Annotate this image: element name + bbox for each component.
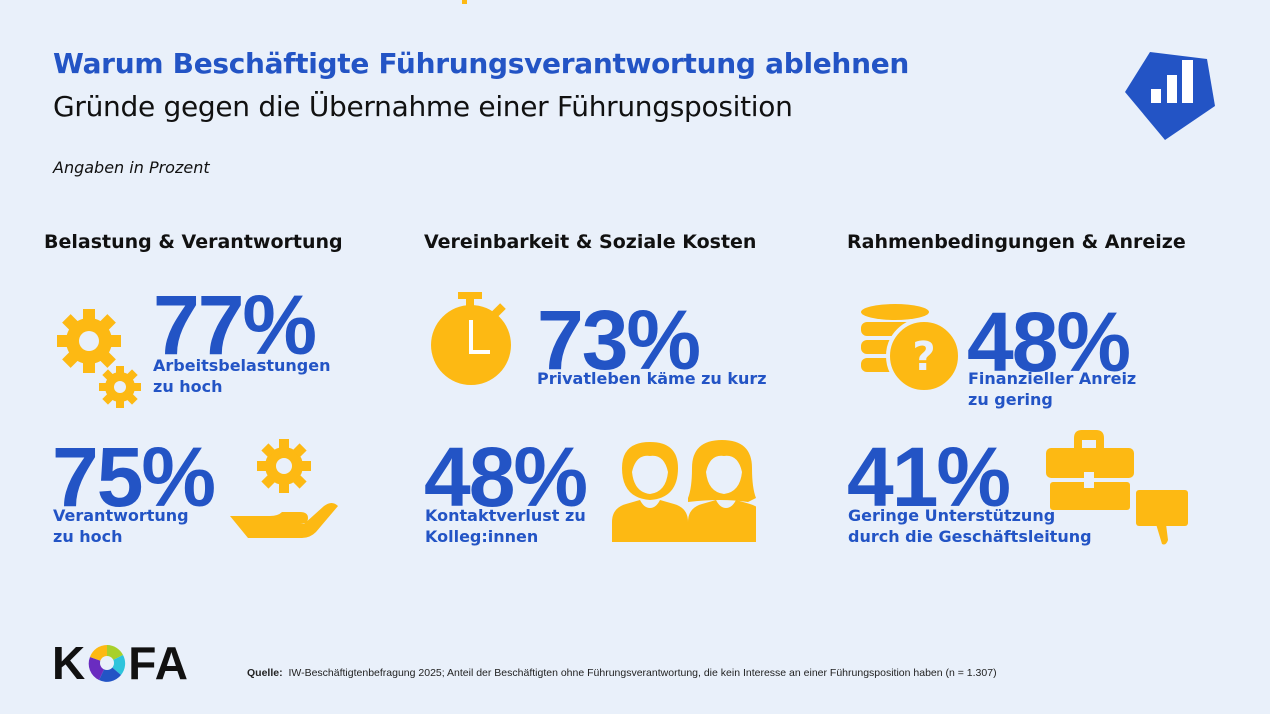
gears-icon xyxy=(57,309,141,408)
unit-note: Angaben in Prozent xyxy=(53,158,210,177)
label-line: Geringe Unterstützung xyxy=(848,506,1056,525)
label-line: Verantwortung xyxy=(53,506,189,525)
label-line: Privatleben käme zu kurz xyxy=(537,369,767,388)
brand-chart-logo-icon xyxy=(1125,52,1215,140)
column-heading-vereinbarkeit: Vereinbarkeit & Soziale Kosten xyxy=(424,231,757,253)
stat-value-arbeitsbelastung: 77% xyxy=(153,278,317,372)
label-line: durch die Geschäftsleitung xyxy=(848,527,1092,546)
label-line: Kolleg:innen xyxy=(425,527,539,546)
stat-label-arbeitsbelastung: Arbeitsbelastungen zu hoch xyxy=(153,355,330,397)
stat-value-unterstuetzung: 41% xyxy=(847,430,1011,524)
stat-value-finanzieller-anreiz: 48% xyxy=(967,295,1131,389)
stat-label-privatleben: Privatleben käme zu kurz xyxy=(537,368,767,389)
svg-text:?: ? xyxy=(912,334,935,380)
label-line: Kontaktverlust zu xyxy=(425,506,586,525)
stat-label-finanzieller-anreiz: Finanzieller Anreiz zu gering xyxy=(968,368,1136,410)
stat-label-kontaktverlust: Kontaktverlust zu Kolleg:innen xyxy=(425,505,586,547)
label-line: zu gering xyxy=(968,390,1053,409)
column-heading-rahmen: Rahmenbedingungen & Anreize xyxy=(847,231,1186,253)
label-line: Finanzieller Anreiz xyxy=(968,369,1137,388)
stat-value-privatleben: 73% xyxy=(537,293,701,387)
briefcase-thumbs-down-icon xyxy=(1046,430,1188,545)
top-accent-mark xyxy=(462,0,467,4)
label-line: zu hoch xyxy=(153,377,223,396)
source-note: Quelle: IW-Beschäftigtenbefragung 2025; … xyxy=(247,667,997,679)
coins-question-icon: ? xyxy=(861,304,962,394)
kofa-logo: K FA xyxy=(52,637,190,689)
page-subtitle: Gründe gegen die Übernahme einer Führung… xyxy=(53,90,793,123)
stat-label-unterstuetzung: Geringe Unterstützung durch die Geschäfts… xyxy=(848,505,1092,547)
people-icon xyxy=(612,440,756,542)
stat-value-verantwortung: 75% xyxy=(52,430,216,524)
stat-label-verantwortung: Verantwortung zu hoch xyxy=(53,505,189,547)
column-heading-belastung: Belastung & Verantwortung xyxy=(44,231,343,253)
label-line: Arbeitsbelastungen xyxy=(153,356,331,375)
stopwatch-icon xyxy=(431,292,511,385)
page-title: Warum Beschäftigte Führungsverantwortung… xyxy=(53,47,910,80)
label-line: zu hoch xyxy=(53,527,123,546)
source-text: IW-Beschäftigtenbefragung 2025; Anteil d… xyxy=(288,667,997,679)
hand-gear-icon xyxy=(230,439,338,538)
stat-value-kontaktverlust: 48% xyxy=(424,430,588,524)
kofa-aperture-icon xyxy=(88,645,126,682)
source-label: Quelle: xyxy=(247,667,283,679)
